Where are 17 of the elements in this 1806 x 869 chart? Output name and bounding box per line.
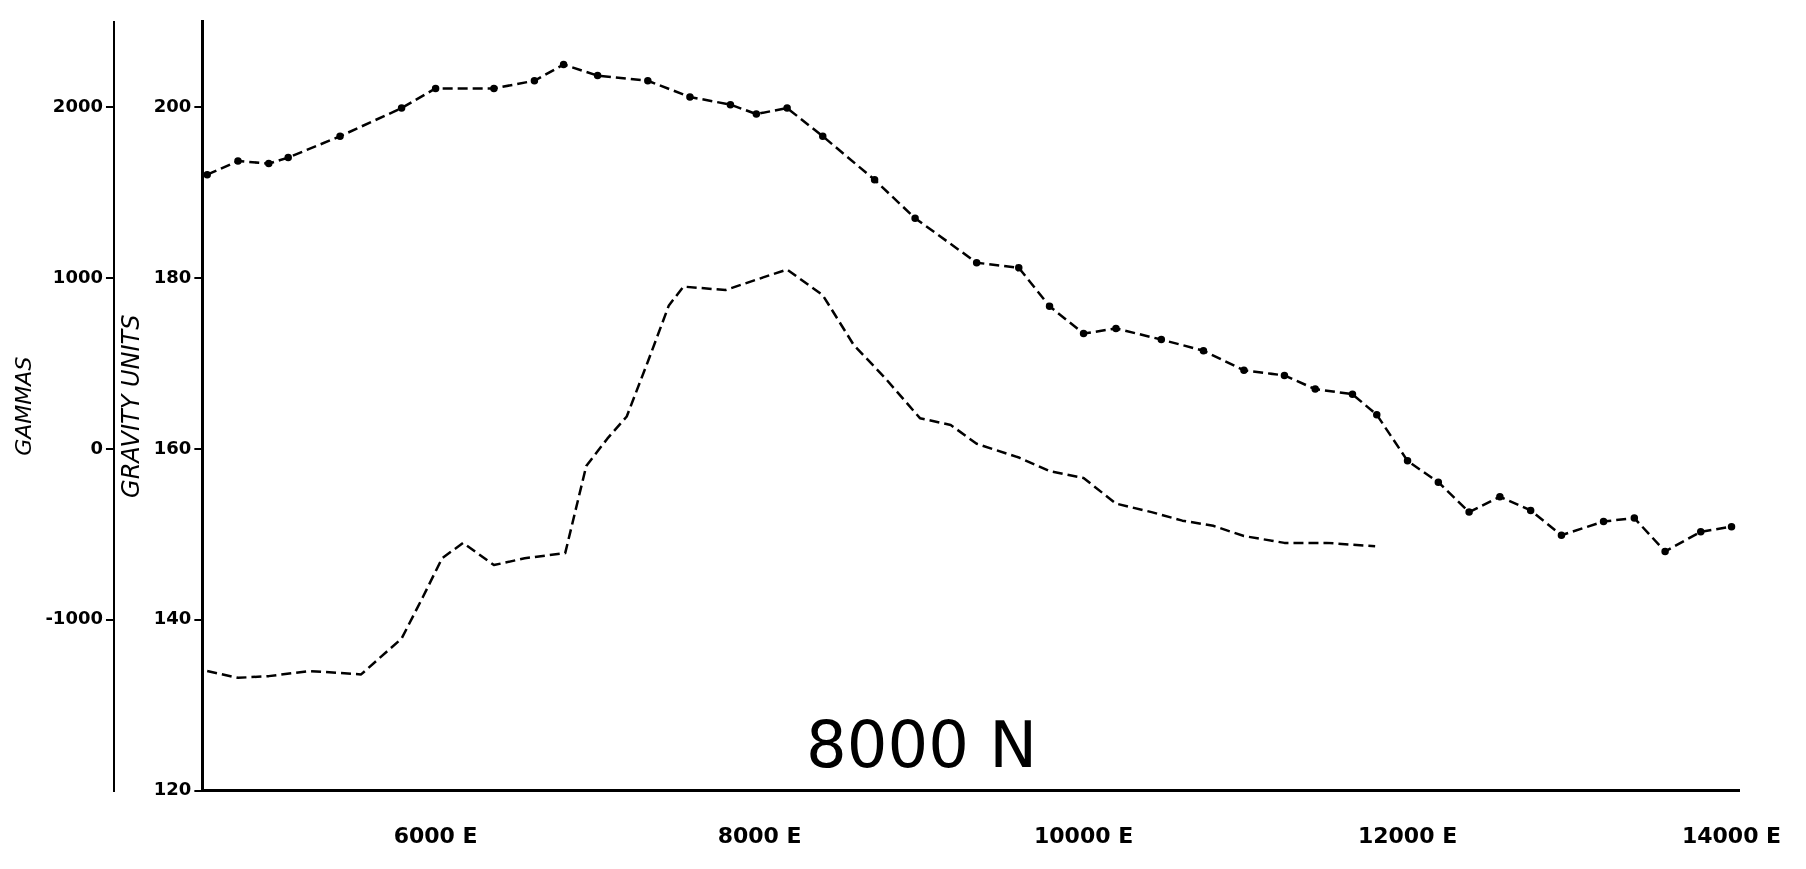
y-tick-label: 140 (153, 607, 192, 629)
y-tick-label: 120 (153, 778, 192, 800)
x-tick-label: 10000 E (1033, 822, 1134, 848)
y2-tick-label: 0 (90, 436, 103, 458)
y-tick-label: 160 (153, 436, 192, 458)
x-tick-label: 14000 E (1681, 822, 1782, 848)
x-tick-label: 8000 E (717, 822, 802, 848)
x-tick-label: 12000 E (1357, 822, 1458, 848)
y-tick-label: 180 (153, 265, 192, 287)
y-tick-label: 200 (153, 94, 192, 116)
y-axis-title: GRAVITY UNITS (116, 314, 145, 498)
y2-tick-label: -1000 (45, 607, 103, 629)
y2-tick-label: 1000 (52, 265, 103, 287)
y2-axis-title: GAMMAS (10, 356, 36, 456)
text: 8000 N (806, 708, 1038, 783)
y2-tick-label: 2000 (52, 94, 103, 116)
x-tick-label: 6000 E (393, 822, 478, 848)
